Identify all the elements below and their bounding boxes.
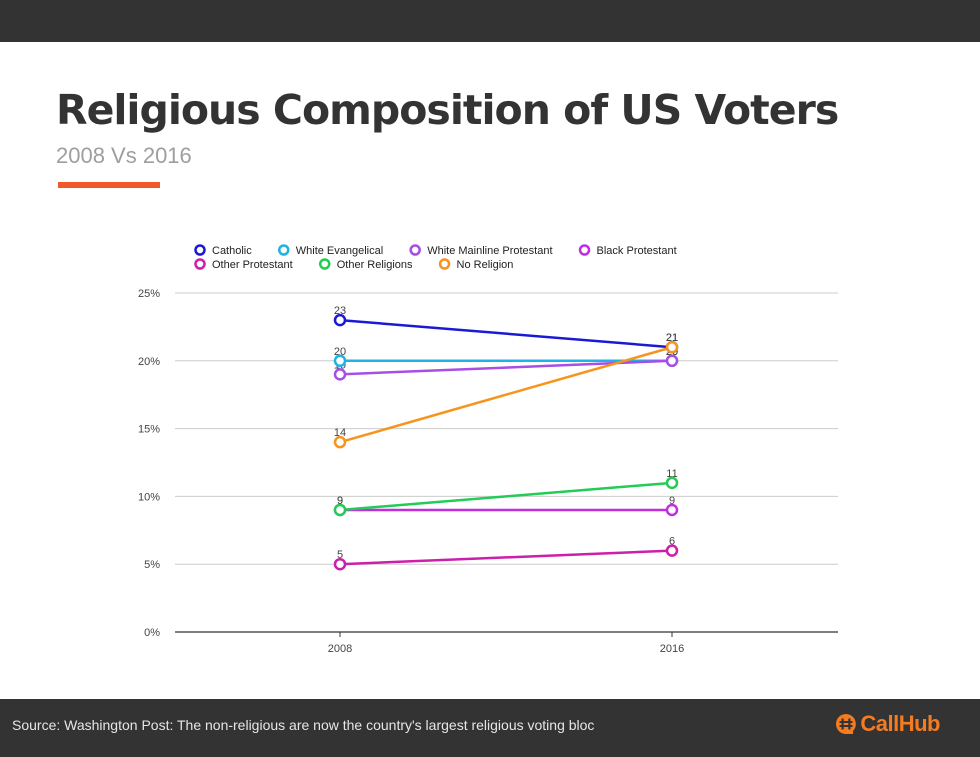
legend-marker xyxy=(438,258,451,270)
data-label: 11 xyxy=(666,468,677,480)
x-tick-label: 2016 xyxy=(660,643,684,655)
data-point xyxy=(665,354,679,368)
y-tick-label: 0% xyxy=(144,627,160,639)
callhub-logo-icon xyxy=(834,712,858,736)
legend-label: Catholic xyxy=(212,245,252,257)
data-label: 9 xyxy=(337,495,343,507)
y-tick-label: 5% xyxy=(144,559,160,571)
legend-marker xyxy=(194,258,206,270)
legend-label: No Religion xyxy=(457,259,514,271)
data-label: 20 xyxy=(334,346,346,358)
y-axis: 0% 5% 10% 15% 20% 25% xyxy=(138,288,160,639)
page-subtitle: 2008 Vs 2016 xyxy=(56,143,192,168)
y-tick-label: 25% xyxy=(138,288,160,300)
legend-item: Other Religions xyxy=(318,258,413,271)
legend-item: White Mainline Protestant xyxy=(409,244,553,257)
data-label: 9 xyxy=(337,495,343,507)
y-tick-label: 20% xyxy=(138,356,160,368)
data-label: 5 xyxy=(337,549,343,561)
y-tick-label: 10% xyxy=(138,491,160,503)
data-label: 14 xyxy=(334,427,346,439)
legend-item: No Religion xyxy=(438,258,514,271)
data-label: 21 xyxy=(666,332,678,344)
top-bar xyxy=(0,0,980,42)
data-point xyxy=(333,557,347,571)
legend-item: Other Protestant xyxy=(194,258,293,271)
legend-marker xyxy=(409,244,421,256)
series-lines xyxy=(339,318,673,566)
data-point xyxy=(333,313,347,327)
legend-label: Black Protestant xyxy=(597,245,677,257)
legend-marker xyxy=(194,244,206,256)
series-line xyxy=(339,318,673,349)
y-tick-label: 15% xyxy=(138,424,160,436)
line-chart: Catholic White Evangelical White Mainline … xyxy=(138,244,838,655)
data-label: 6 xyxy=(669,536,675,548)
x-tick-label: 2008 xyxy=(328,643,352,655)
legend-label: Other Religions xyxy=(337,259,413,271)
data-point xyxy=(665,340,679,354)
series-line xyxy=(339,481,673,512)
legend-label: Other Protestant xyxy=(212,259,293,271)
legend-marker xyxy=(318,258,331,270)
footer-bar: Source: Washington Post: The non-religio… xyxy=(0,699,980,757)
chart-legend: Catholic White Evangelical White Mainline … xyxy=(194,244,677,271)
data-point xyxy=(665,544,679,557)
data-label: 23 xyxy=(334,305,346,317)
legend-item: Catholic xyxy=(194,244,252,257)
legend-label: White Mainline Protestant xyxy=(427,245,552,257)
series-markers xyxy=(333,313,679,571)
data-point xyxy=(333,435,347,449)
legend-item: Black Protestant xyxy=(578,244,677,257)
series-line xyxy=(339,359,673,376)
series-line xyxy=(339,346,673,444)
data-label: 9 xyxy=(669,495,675,507)
series-line xyxy=(339,549,673,566)
chart-grid xyxy=(175,292,838,633)
data-label: 21 xyxy=(666,332,678,344)
brand-logo: CallHub xyxy=(834,711,940,737)
legend-item: White Evangelical xyxy=(278,244,383,257)
brand-name: CallHub xyxy=(860,711,940,736)
data-point xyxy=(665,503,679,517)
x-axis: 2008 2016 xyxy=(328,632,684,655)
page-title: Religious Composition of US Voters xyxy=(56,86,839,134)
data-point xyxy=(333,503,347,517)
source-note: Source: Washington Post: The non-religio… xyxy=(12,717,595,733)
data-point xyxy=(333,368,347,381)
data-point xyxy=(665,476,679,490)
data-point xyxy=(333,354,347,368)
legend-marker xyxy=(278,244,290,256)
legend-label: White Evangelical xyxy=(296,245,383,257)
legend-marker xyxy=(578,244,591,256)
title-accent-line xyxy=(58,182,160,188)
